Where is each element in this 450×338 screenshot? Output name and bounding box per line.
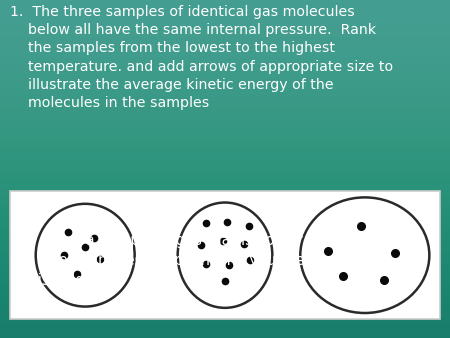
Ellipse shape	[300, 197, 429, 313]
Text: 2.  Draw a sample of gas that is colder than all
      three samples.  Explain w: 2. Draw a sample of gas that is colder t…	[10, 233, 363, 288]
Ellipse shape	[178, 202, 272, 308]
Ellipse shape	[36, 204, 135, 307]
Bar	[10, 191, 440, 319]
Text: 1.  The three samples of identical gas molecules
    below all have the same int: 1. The three samples of identical gas mo…	[10, 5, 393, 110]
